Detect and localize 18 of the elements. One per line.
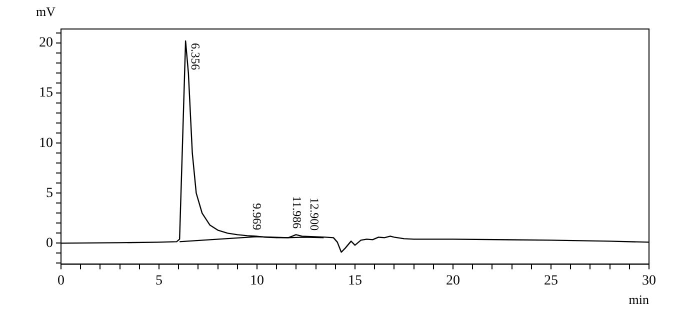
annotation: 6.356	[188, 43, 202, 70]
annotation: 12.900	[308, 198, 322, 231]
annotation: 11.986	[290, 196, 304, 229]
y-tick-label: 20	[39, 36, 53, 51]
x-tick-label: 25	[544, 273, 558, 288]
annotation: 9.969	[250, 203, 264, 230]
x-tick-label: 0	[58, 273, 64, 288]
y-axis-title: mV	[36, 4, 56, 19]
y-tick-label: 10	[39, 136, 53, 151]
y-tick-label: 0	[46, 236, 53, 251]
x-tick-label: 20	[446, 273, 460, 288]
y-tick-label: 15	[39, 86, 53, 101]
x-axis-title: min	[628, 292, 650, 307]
x-tick-label: 30	[642, 273, 656, 288]
x-tick-label: 5	[156, 273, 162, 288]
x-tick-label: 15	[348, 273, 362, 288]
x-tick-label: 10	[250, 273, 264, 288]
y-tick-label: 5	[46, 186, 53, 201]
